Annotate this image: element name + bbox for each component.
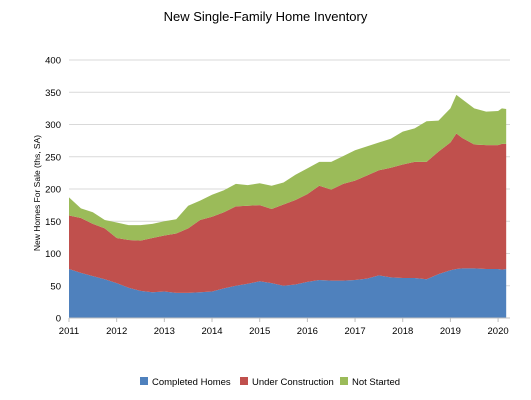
area-completed-homes bbox=[69, 268, 507, 318]
legend-swatch bbox=[240, 377, 248, 385]
y-tick-label: 0 bbox=[56, 314, 61, 325]
x-tick-label: 2012 bbox=[106, 326, 127, 337]
x-tick-label: 2016 bbox=[297, 326, 318, 337]
y-axis-label: New Homes For Sale (ths, SA) bbox=[32, 135, 42, 251]
area-series bbox=[69, 94, 507, 318]
legend-label: Under Construction bbox=[252, 377, 334, 388]
x-tick-label: 2019 bbox=[440, 326, 461, 337]
legend: Completed Homes Under Construction Not Sta… bbox=[140, 377, 400, 388]
x-tick-label: 2017 bbox=[344, 326, 365, 337]
y-tick-label: 150 bbox=[45, 217, 61, 228]
y-tick-label: 100 bbox=[45, 249, 61, 260]
chart-title: New Single-Family Home Inventory bbox=[164, 9, 368, 24]
legend-label: Completed Homes bbox=[152, 377, 231, 388]
x-tick-label: 2013 bbox=[154, 326, 175, 337]
y-tick-label: 350 bbox=[45, 88, 61, 99]
area-under-construction bbox=[69, 133, 507, 293]
y-tick-label: 400 bbox=[45, 56, 61, 67]
y-tick-label: 50 bbox=[50, 281, 61, 292]
y-tick-label: 300 bbox=[45, 120, 61, 131]
legend-swatch bbox=[340, 377, 348, 385]
x-tick-label: 2015 bbox=[249, 326, 270, 337]
area-not-started bbox=[69, 94, 507, 241]
x-tick-label: 2014 bbox=[201, 326, 222, 337]
y-tick-label: 200 bbox=[45, 185, 61, 196]
legend-swatch bbox=[140, 377, 148, 385]
x-tick-label: 2020 bbox=[488, 326, 509, 337]
y-axis-ticks: 0 50 100 150 200 250 300 350 400 bbox=[45, 56, 61, 325]
x-tick-label: 2018 bbox=[392, 326, 413, 337]
legend-label: Not Started bbox=[352, 377, 400, 388]
x-tick-label: 2011 bbox=[59, 326, 79, 337]
y-tick-label: 250 bbox=[45, 152, 61, 163]
x-axis-ticks: 2011 2012 2013 2014 2015 2016 2017 2018 2019 2020 bbox=[59, 318, 509, 337]
